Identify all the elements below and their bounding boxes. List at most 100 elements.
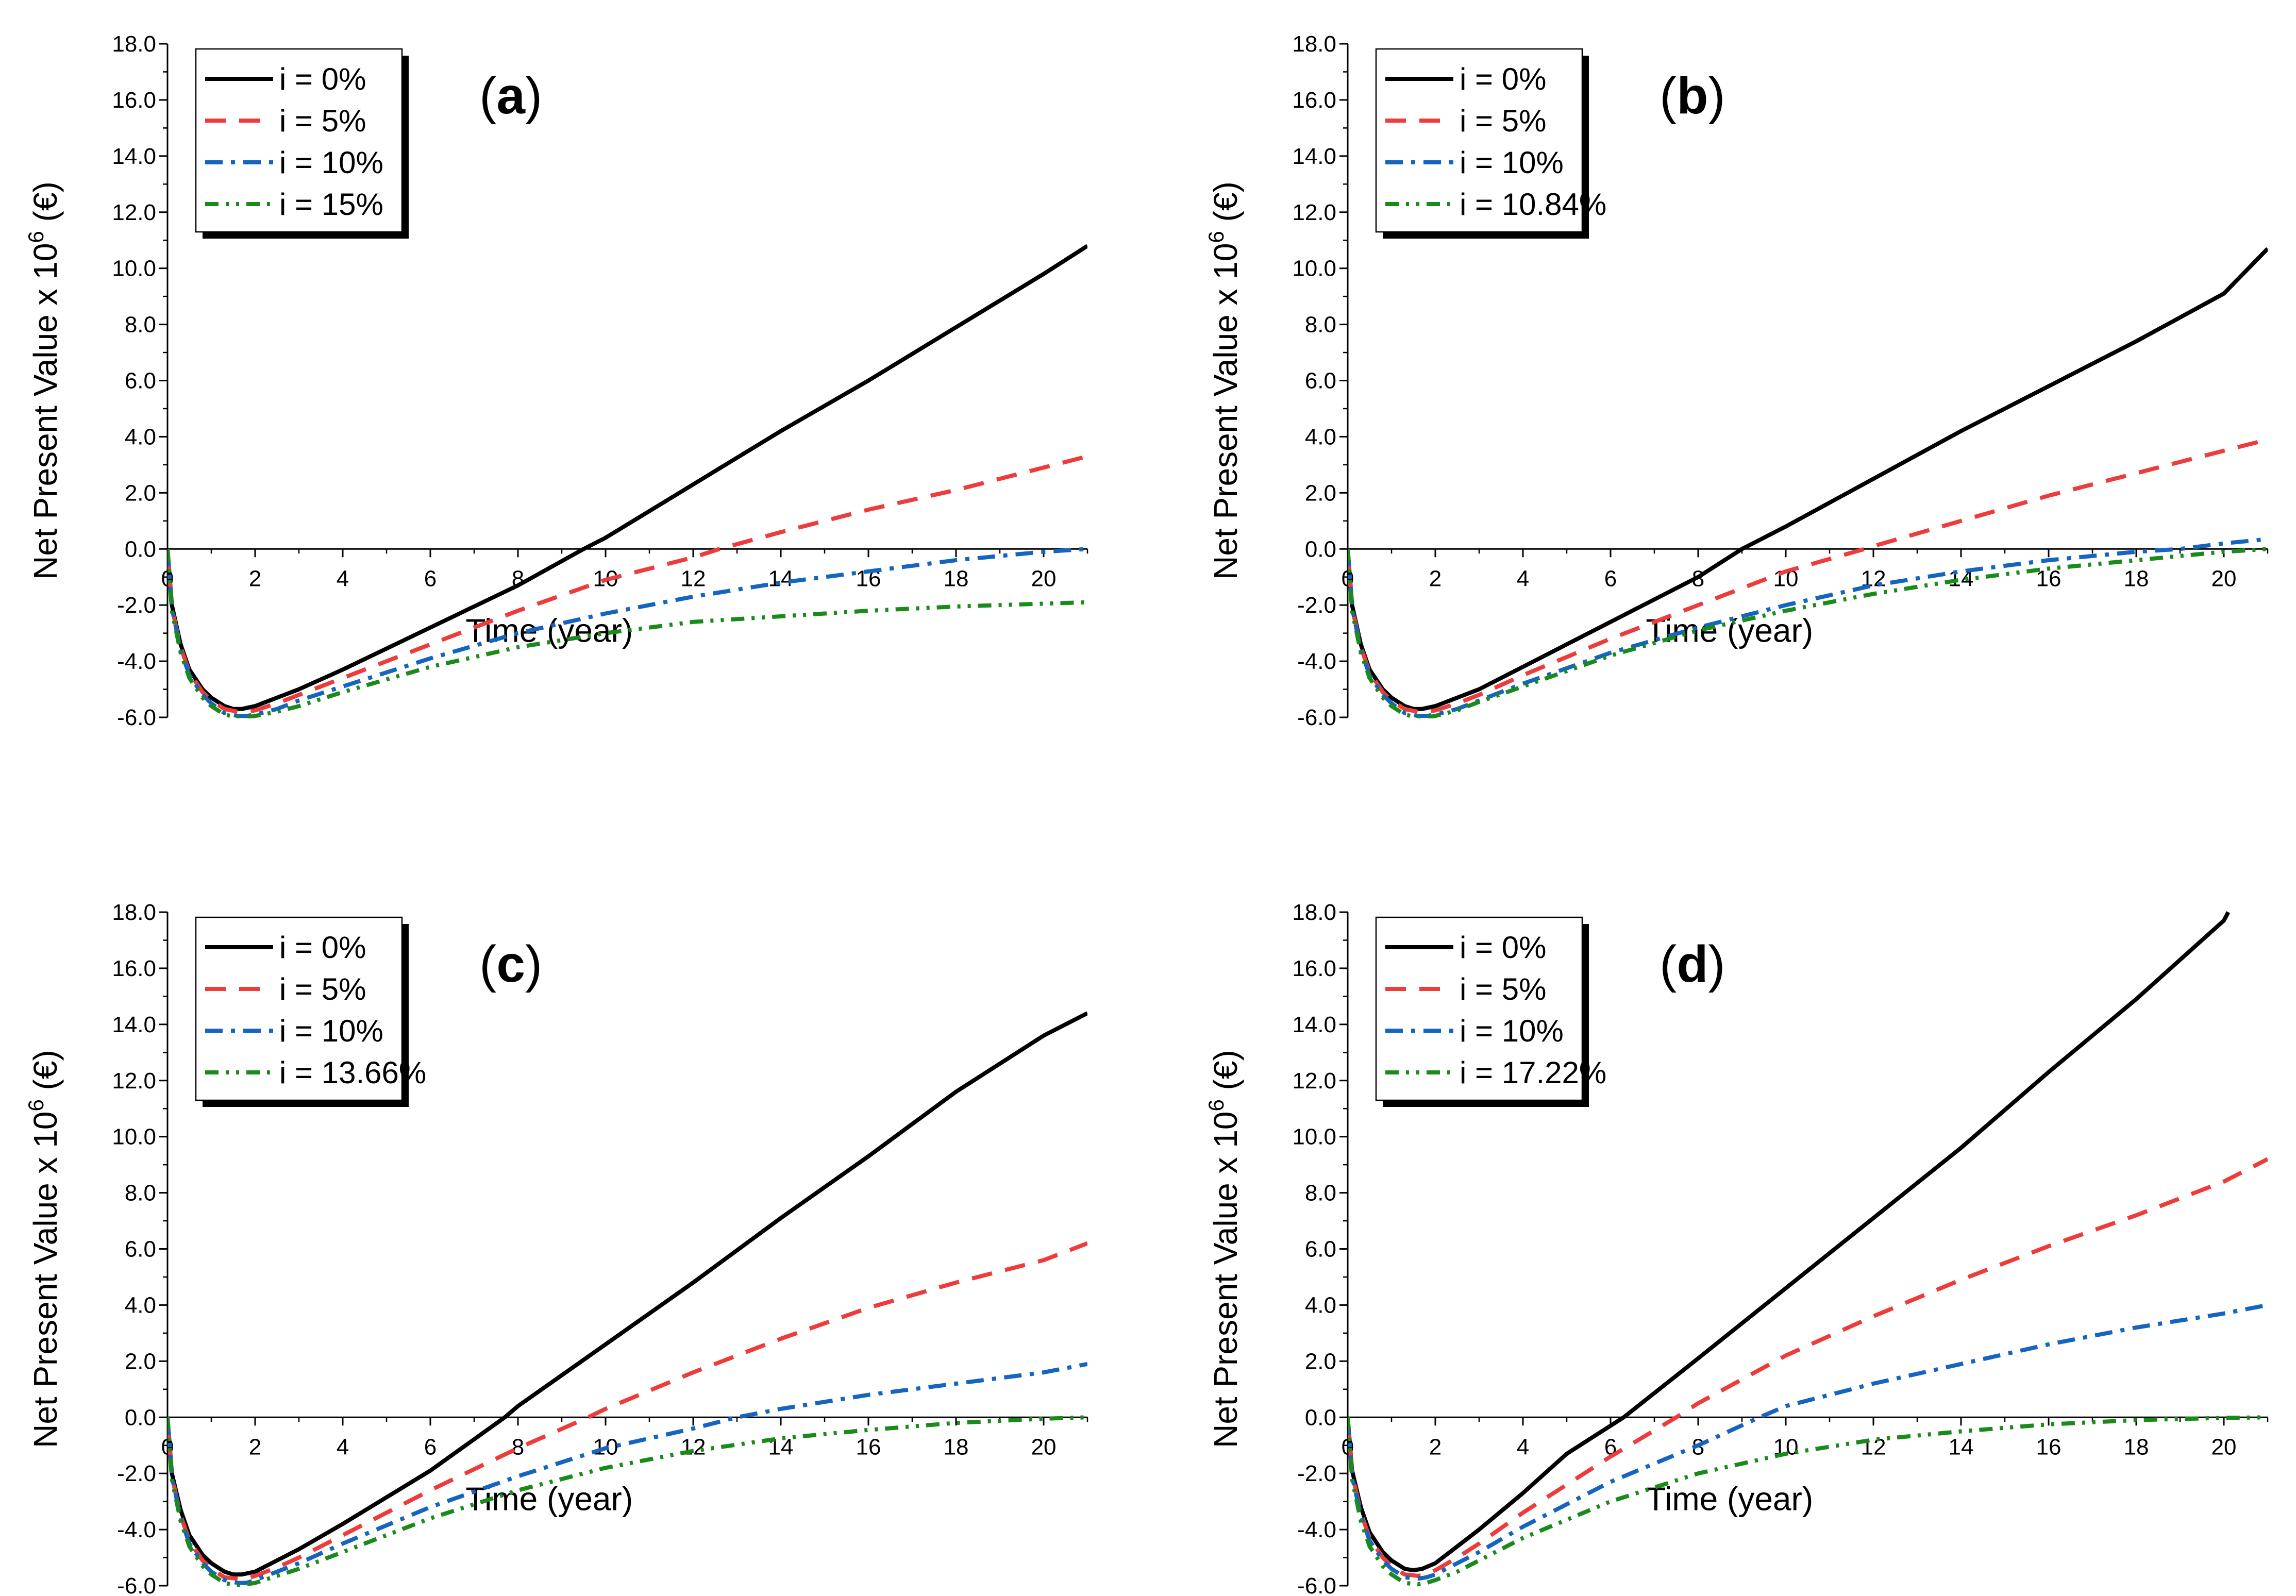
y-tick-label: 10.0 <box>112 256 156 281</box>
y-tick-label: 4.0 <box>1305 1292 1336 1318</box>
x-axis-title: Time (year) <box>1646 1480 1813 1517</box>
y-tick-label: -2.0 <box>117 593 156 618</box>
y-axis-title-unit: (€) <box>1207 181 1244 231</box>
x-tick-label: 14 <box>1949 1434 1974 1459</box>
legend-entry-3: i = 10% <box>279 145 383 180</box>
series-group <box>1348 247 2268 718</box>
legend: i = 0% i = 5% i = 10% i = 13.66% <box>195 916 426 1107</box>
x-tick-label: 18 <box>944 566 969 591</box>
y-tick-label: -2.0 <box>1297 593 1336 618</box>
y-tick-label: -6.0 <box>117 1573 156 1596</box>
series-line-4 <box>167 549 1087 718</box>
y-tick-label: -4.0 <box>1297 649 1336 674</box>
legend-entry-2: i = 5% <box>279 104 366 138</box>
x-tick-label: 20 <box>1031 1434 1057 1459</box>
y-tick-label: 16.0 <box>112 88 156 113</box>
x-tick-label: 18 <box>944 1434 969 1459</box>
y-axis-title-main: Net Present Value x 10 <box>1207 1111 1244 1448</box>
x-tick-label: 2 <box>1429 1434 1442 1459</box>
panel-label-open: ( <box>479 67 496 125</box>
x-tick-label: 14 <box>768 566 794 591</box>
y-axis-title-exponent: 6 <box>24 231 48 243</box>
x-tick-label: 16 <box>2036 1434 2062 1459</box>
y-tick-label: 10.0 <box>1292 1124 1336 1150</box>
y-axis-title-unit: (€) <box>27 181 64 231</box>
x-tick-label: 4 <box>337 566 349 591</box>
legend-entry-2: i = 5% <box>1460 972 1546 1006</box>
legend-entry-3: i = 10% <box>279 1014 383 1048</box>
panel-label: (d) <box>1660 935 1725 993</box>
series-group <box>167 244 1087 718</box>
y-tick-label: 12.0 <box>112 200 156 225</box>
y-tick-label: 6.0 <box>1305 1237 1336 1262</box>
x-tick-label: 12 <box>681 566 706 591</box>
y-tick-label: 14.0 <box>112 144 156 169</box>
panel-label-close: ) <box>1708 935 1725 993</box>
y-tick-label: -2.0 <box>117 1461 156 1486</box>
legend-entry-1: i = 0% <box>1460 930 1546 965</box>
panel-label-close: ) <box>1708 67 1725 125</box>
y-tick-label: -6.0 <box>117 705 156 730</box>
panel-label: (c) <box>479 935 542 993</box>
y-tick-label: 8.0 <box>125 1181 156 1206</box>
legend-entry-2: i = 5% <box>1460 104 1546 138</box>
y-axis-title-exponent: 6 <box>24 1099 48 1111</box>
y-tick-label: 14.0 <box>1292 144 1336 169</box>
chart-panel-a: -6.0 -4.0 -2.0 0.0 2.0 4.0 6.0 8.0 10.0 12.0 14.0 1… <box>24 31 1088 730</box>
panel-label-close: ) <box>525 67 542 125</box>
series-group <box>1348 911 2268 1587</box>
legend-entry-1: i = 0% <box>279 930 366 965</box>
series-line-1 <box>167 1011 1087 1577</box>
series-line-4 <box>1348 547 2268 718</box>
y-tick-label: 2.0 <box>125 1349 156 1374</box>
y-tick-label: 4.0 <box>125 1292 156 1318</box>
chart-panel-d: -6.0 -4.0 -2.0 0.0 2.0 4.0 6.0 8.0 10.0 12.0 14.0 1… <box>1204 900 2269 1596</box>
y-tick-label: 2.0 <box>1305 480 1336 506</box>
y-tick-label: 4.0 <box>1305 424 1336 449</box>
y-tick-label: 8.0 <box>1305 312 1336 338</box>
panel-label: (b) <box>1660 67 1725 125</box>
y-tick-label: -4.0 <box>117 649 156 674</box>
legend-entry-2: i = 5% <box>279 972 366 1006</box>
y-tick-label: 10.0 <box>1292 256 1336 281</box>
series-line-3 <box>167 547 1087 718</box>
series-line-4 <box>1348 1415 2268 1587</box>
y-axis-title: Net Present Value x 106 (€) <box>24 181 64 580</box>
y-tick-label: 14.0 <box>1292 1012 1336 1037</box>
series-line-1 <box>1348 911 2231 1572</box>
legend-entry-1: i = 0% <box>1460 62 1546 96</box>
panel-label-letter: d <box>1677 935 1708 993</box>
x-tick-label: 2 <box>1429 566 1442 591</box>
y-axis-title-main: Net Present Value x 10 <box>27 243 64 579</box>
y-tick-label: 16.0 <box>1292 88 1336 113</box>
x-tick-label: 2 <box>249 1434 261 1459</box>
y-axis-title: Net Present Value x 106 (€) <box>1204 181 1244 580</box>
x-tick-label: 20 <box>1031 566 1057 591</box>
y-tick-label: -6.0 <box>1297 1573 1336 1596</box>
y-tick-label: 18.0 <box>112 900 156 925</box>
x-tick-label: 4 <box>1517 1434 1529 1459</box>
y-tick-label: -6.0 <box>1297 705 1336 730</box>
y-tick-label: -4.0 <box>117 1517 156 1542</box>
panel-label-open: ( <box>479 935 496 993</box>
y-tick-label: 0.0 <box>1305 536 1336 562</box>
chart-panel-c: -6.0 -4.0 -2.0 0.0 2.0 4.0 6.0 8.0 10.0 12.0 14.0 1… <box>24 900 1088 1596</box>
legend-entry-1: i = 0% <box>279 62 366 96</box>
legend-entry-4: i = 13.66% <box>279 1055 426 1090</box>
x-tick-label: 18 <box>2124 566 2149 591</box>
y-tick-label: 6.0 <box>125 1237 156 1262</box>
legend-entry-4: i = 17.22% <box>1460 1055 1606 1090</box>
legend-entry-4: i = 15% <box>279 187 383 222</box>
y-axis-title-main: Net Present Value x 10 <box>1207 243 1244 579</box>
x-tick-label: 6 <box>424 566 437 591</box>
chart-panel-b: -6.0 -4.0 -2.0 0.0 2.0 4.0 6.0 8.0 10.0 12.0 14.0 1… <box>1204 31 2269 730</box>
panel-label-letter: c <box>496 935 525 993</box>
x-tick-label: 8 <box>512 1434 524 1459</box>
x-tick-label: 2 <box>249 566 261 591</box>
x-tick-label: 4 <box>337 1434 349 1459</box>
y-axis-title-unit: (€) <box>27 1050 64 1099</box>
y-axis-title-main: Net Present Value x 10 <box>27 1111 64 1448</box>
y-tick-label: 16.0 <box>1292 956 1336 981</box>
series-line-4 <box>167 1415 1087 1587</box>
